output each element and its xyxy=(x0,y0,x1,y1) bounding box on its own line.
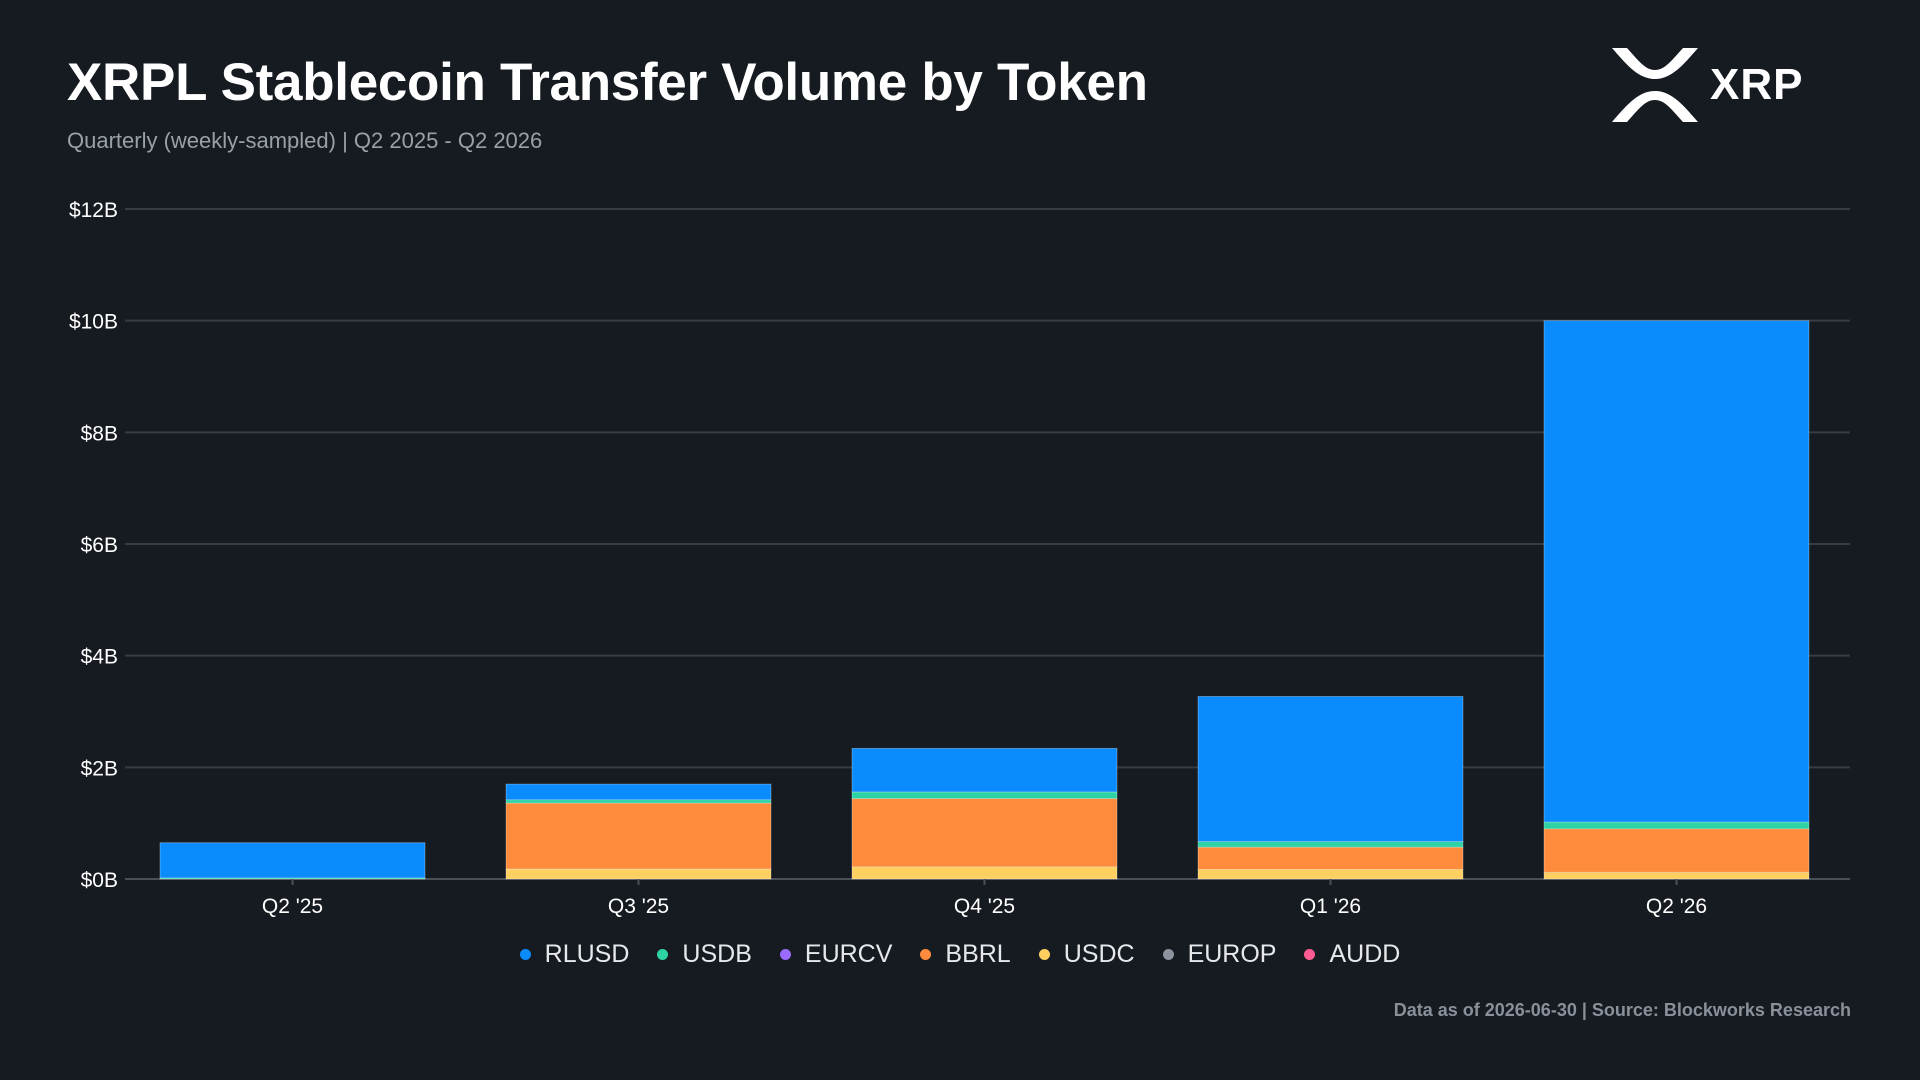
bar-segment-rlusd xyxy=(851,747,1118,793)
bar-segment-usdb xyxy=(851,791,1118,800)
legend: RLUSD USDB EURCV BBRL USDC EUROP AUDD xyxy=(0,940,1920,969)
bar-segment-usdb xyxy=(1543,821,1810,830)
y-tick-label: $10B xyxy=(69,311,118,334)
bar-segment-bbrl xyxy=(851,798,1118,868)
legend-item-usdb: USDB xyxy=(657,940,752,969)
legend-swatch xyxy=(779,949,791,960)
legend-swatch xyxy=(1304,949,1316,960)
chart-title: XRPL Stablecoin Transfer Volume by Token xyxy=(67,53,1148,112)
bar-segment-usdc xyxy=(505,868,772,880)
x-tick-label: Q4 '25 xyxy=(954,895,1015,918)
bar-segment-bbrl xyxy=(505,802,772,870)
legend-label: USDC xyxy=(1063,940,1135,968)
logo-text: XRP xyxy=(1710,60,1804,109)
legend-item-usdc: USDC xyxy=(1038,940,1135,969)
legend-swatch xyxy=(1162,949,1174,960)
bar-segment-rlusd xyxy=(1197,696,1464,842)
x-tick-label: Q1 '26 xyxy=(1300,895,1361,918)
xrp-logo: XRP xyxy=(1610,46,1803,124)
x-tick-label: Q2 '26 xyxy=(1646,895,1707,918)
bar-segment-usdc xyxy=(851,866,1118,880)
y-tick-label: $12B xyxy=(69,199,118,222)
legend-label: AUDD xyxy=(1329,940,1401,968)
legend-swatch xyxy=(519,949,531,960)
bar-segment-usdc xyxy=(1543,871,1810,880)
legend-label: RLUSD xyxy=(544,940,630,968)
legend-swatch xyxy=(1038,949,1050,960)
bar-segment-usdb xyxy=(505,799,772,804)
legend-swatch xyxy=(920,949,932,960)
legend-swatch xyxy=(657,949,669,960)
bar-segment-usdc xyxy=(1197,869,1464,880)
y-tick-label: $6B xyxy=(81,534,118,557)
legend-item-audd: AUDD xyxy=(1304,940,1400,969)
legend-label: EUROP xyxy=(1187,940,1277,968)
legend-item-rlusd: RLUSD xyxy=(519,940,630,969)
bar-segment-rlusd xyxy=(1543,320,1810,823)
y-tick-label: $0B xyxy=(81,869,118,892)
bar-segment-bbrl xyxy=(1543,828,1810,873)
y-tick-label: $8B xyxy=(81,422,118,445)
legend-label: BBRL xyxy=(945,940,1011,968)
bar-segment-rlusd xyxy=(505,783,772,801)
x-tick-label: Q3 '25 xyxy=(608,895,669,918)
legend-item-bbrl: BBRL xyxy=(920,940,1011,969)
bar-segment-usdb xyxy=(1197,841,1464,848)
legend-label: USDB xyxy=(682,940,752,968)
bar-segment-bbrl xyxy=(1197,846,1464,870)
footer-source: Data as of 2026-06-30 | Source: Blockwor… xyxy=(1393,1000,1851,1020)
y-tick-label: $2B xyxy=(81,757,118,780)
legend-item-europ: EUROP xyxy=(1162,940,1277,969)
legend-label: EURCV xyxy=(804,940,893,968)
y-tick-label: $4B xyxy=(81,646,118,669)
x-tick-label: Q2 '25 xyxy=(262,895,323,918)
xrp-logo-icon xyxy=(1612,48,1698,122)
chart-subtitle: Quarterly (weekly-sampled) | Q2 2025 - Q… xyxy=(67,128,543,153)
legend-item-eurcv: EURCV xyxy=(779,940,893,969)
bar-segment-rlusd xyxy=(159,842,426,879)
